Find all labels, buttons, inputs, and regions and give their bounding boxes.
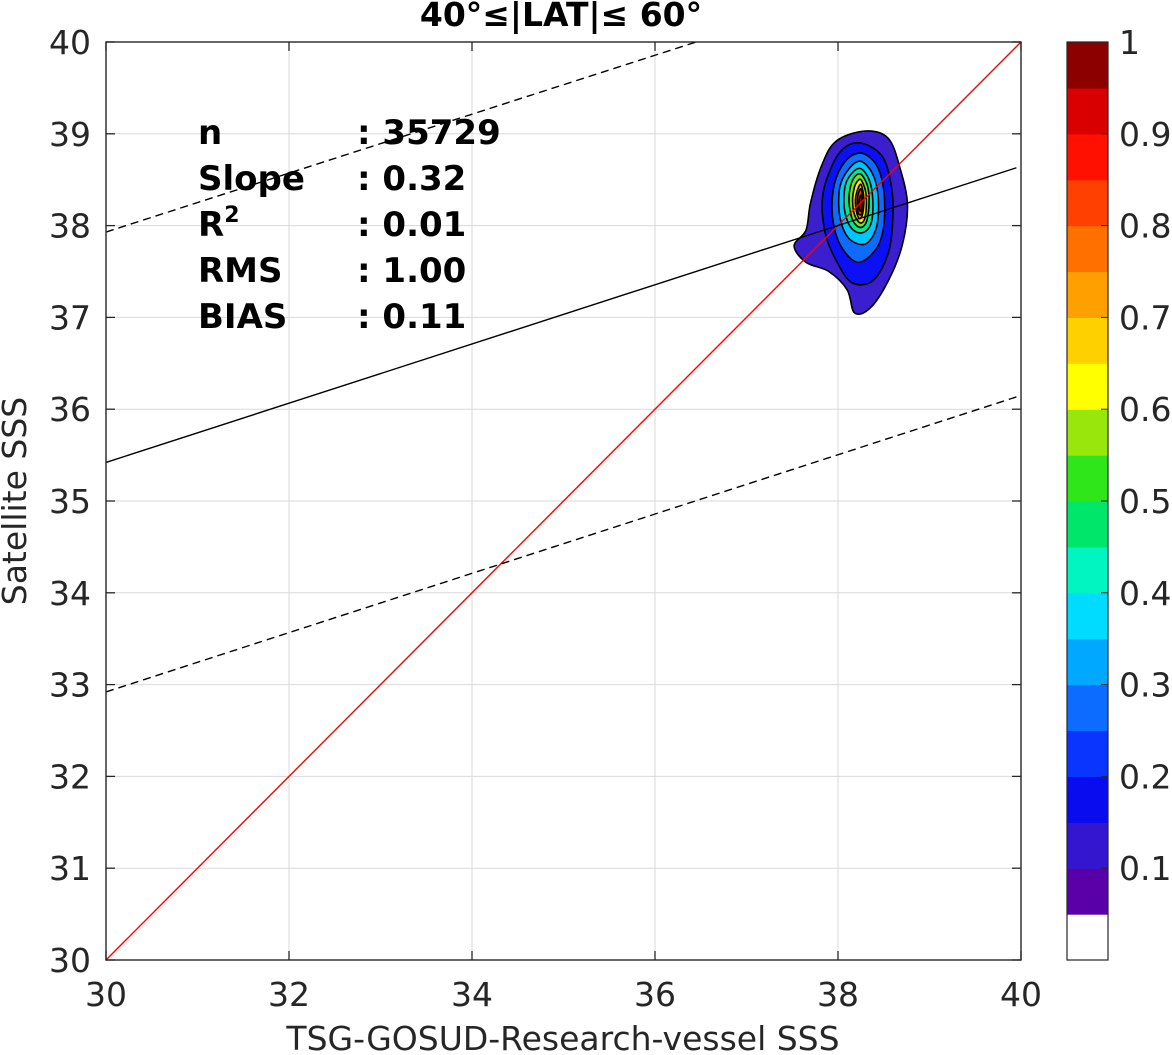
x-tick-label: 34 [451, 975, 493, 1014]
stat-value-r: : 0.01 [357, 205, 466, 245]
stat-label-n: n [198, 113, 222, 153]
colorbar-swatch [1067, 822, 1108, 869]
y-tick-label: 38 [49, 207, 91, 246]
stat-value-slope: : 0.32 [357, 159, 466, 199]
colorbar-swatch [1067, 409, 1108, 456]
colorbar-swatch [1067, 776, 1108, 823]
plot-area [105, 41, 1022, 961]
colorbar-swatch [1067, 42, 1108, 89]
x-axis-label: TSG-GOSUD-Research-vessel SSS [285, 1019, 839, 1055]
y-tick-label: 32 [49, 757, 91, 796]
stat-value-n: : 35729 [357, 113, 501, 153]
y-tick-label: 35 [49, 482, 91, 521]
colorbar-swatch [1067, 730, 1108, 777]
colorbar-tick-label: 1 [1119, 23, 1140, 62]
y-tick-label: 39 [49, 115, 91, 154]
colorbar-tick-label: 0.7 [1119, 298, 1171, 337]
colorbar-swatch [1067, 363, 1108, 410]
reference-lines [105, 41, 1022, 961]
y-tick-label: 37 [49, 298, 91, 337]
colorbar-tick-label: 0.3 [1119, 666, 1171, 705]
x-tick-label: 36 [634, 975, 676, 1014]
colorbar: 1 0.9 0.8 0.7 0.6 0.5 0.4 0.3 0.2 0.1 [1066, 23, 1171, 961]
stat-value-rms: : 1.00 [357, 251, 466, 291]
chart-title: 40°≤|LAT|≤ 60° [420, 0, 702, 34]
colorbar-swatch [1067, 684, 1108, 732]
colorbar-swatch [1067, 317, 1108, 364]
x-axis-tick-labels: 30 32 34 36 38 40 [85, 975, 1042, 1014]
colorbar-tick-label: 0.4 [1119, 574, 1171, 613]
y-tick-label: 34 [49, 574, 91, 613]
one-to-one-line [105, 41, 1022, 961]
colorbar-tick-label: 0.5 [1119, 482, 1171, 521]
stat-label-bias: BIAS [198, 297, 287, 337]
y-tick-label: 36 [49, 390, 91, 429]
colorbar-swatch [1067, 592, 1108, 640]
colorbar-swatch [1067, 868, 1108, 915]
colorbar-swatch [1067, 225, 1108, 273]
colorbar-tick-label: 0.6 [1119, 390, 1171, 429]
colorbar-swatch [1067, 179, 1108, 227]
x-tick-label: 32 [268, 975, 310, 1014]
x-tick-label: 38 [817, 975, 859, 1014]
regression-line [105, 167, 1017, 464]
density-contours [793, 130, 909, 315]
colorbar-tick-labels: 1 0.9 0.8 0.7 0.6 0.5 0.4 0.3 0.2 0.1 [1101, 23, 1171, 888]
stat-value-bias: : 0.11 [357, 297, 466, 337]
colorbar-tick-label: 0.9 [1119, 115, 1171, 154]
colorbar-swatch [1067, 546, 1108, 594]
y-tick-label: 33 [49, 666, 91, 705]
y-tick-label: 31 [49, 849, 91, 888]
x-tick-label: 40 [1000, 975, 1042, 1014]
colorbar-swatch [1067, 271, 1108, 318]
y-tick-label: 30 [49, 941, 91, 980]
stat-label-slope: Slope [198, 159, 305, 199]
colorbar-swatch [1067, 914, 1108, 961]
stat-label-superscript: 2 [224, 203, 239, 228]
lower-bound-line [105, 394, 1022, 693]
x-tick-label: 30 [85, 975, 127, 1014]
colorbar-swatch [1067, 501, 1108, 548]
colorbar-swatch [1067, 455, 1108, 502]
stat-label-rms: RMS [198, 251, 283, 291]
colorbar-swatch [1067, 638, 1108, 686]
y-tick-label: 40 [49, 23, 91, 62]
y-axis-tick-labels: 30 31 32 33 34 35 36 37 38 39 40 [49, 23, 91, 980]
axis-ticks [105, 41, 1022, 961]
colorbar-tick-label: 0.8 [1119, 207, 1171, 246]
colorbar-swatches [1067, 42, 1108, 961]
grid-lines [105, 41, 1022, 961]
colorbar-tick-label: 0.1 [1119, 849, 1171, 888]
colorbar-tick-label: 0.2 [1119, 757, 1171, 796]
colorbar-swatch [1067, 133, 1108, 181]
y-axis-label: Satellite SSS [0, 397, 34, 606]
colorbar-swatch [1067, 87, 1108, 135]
